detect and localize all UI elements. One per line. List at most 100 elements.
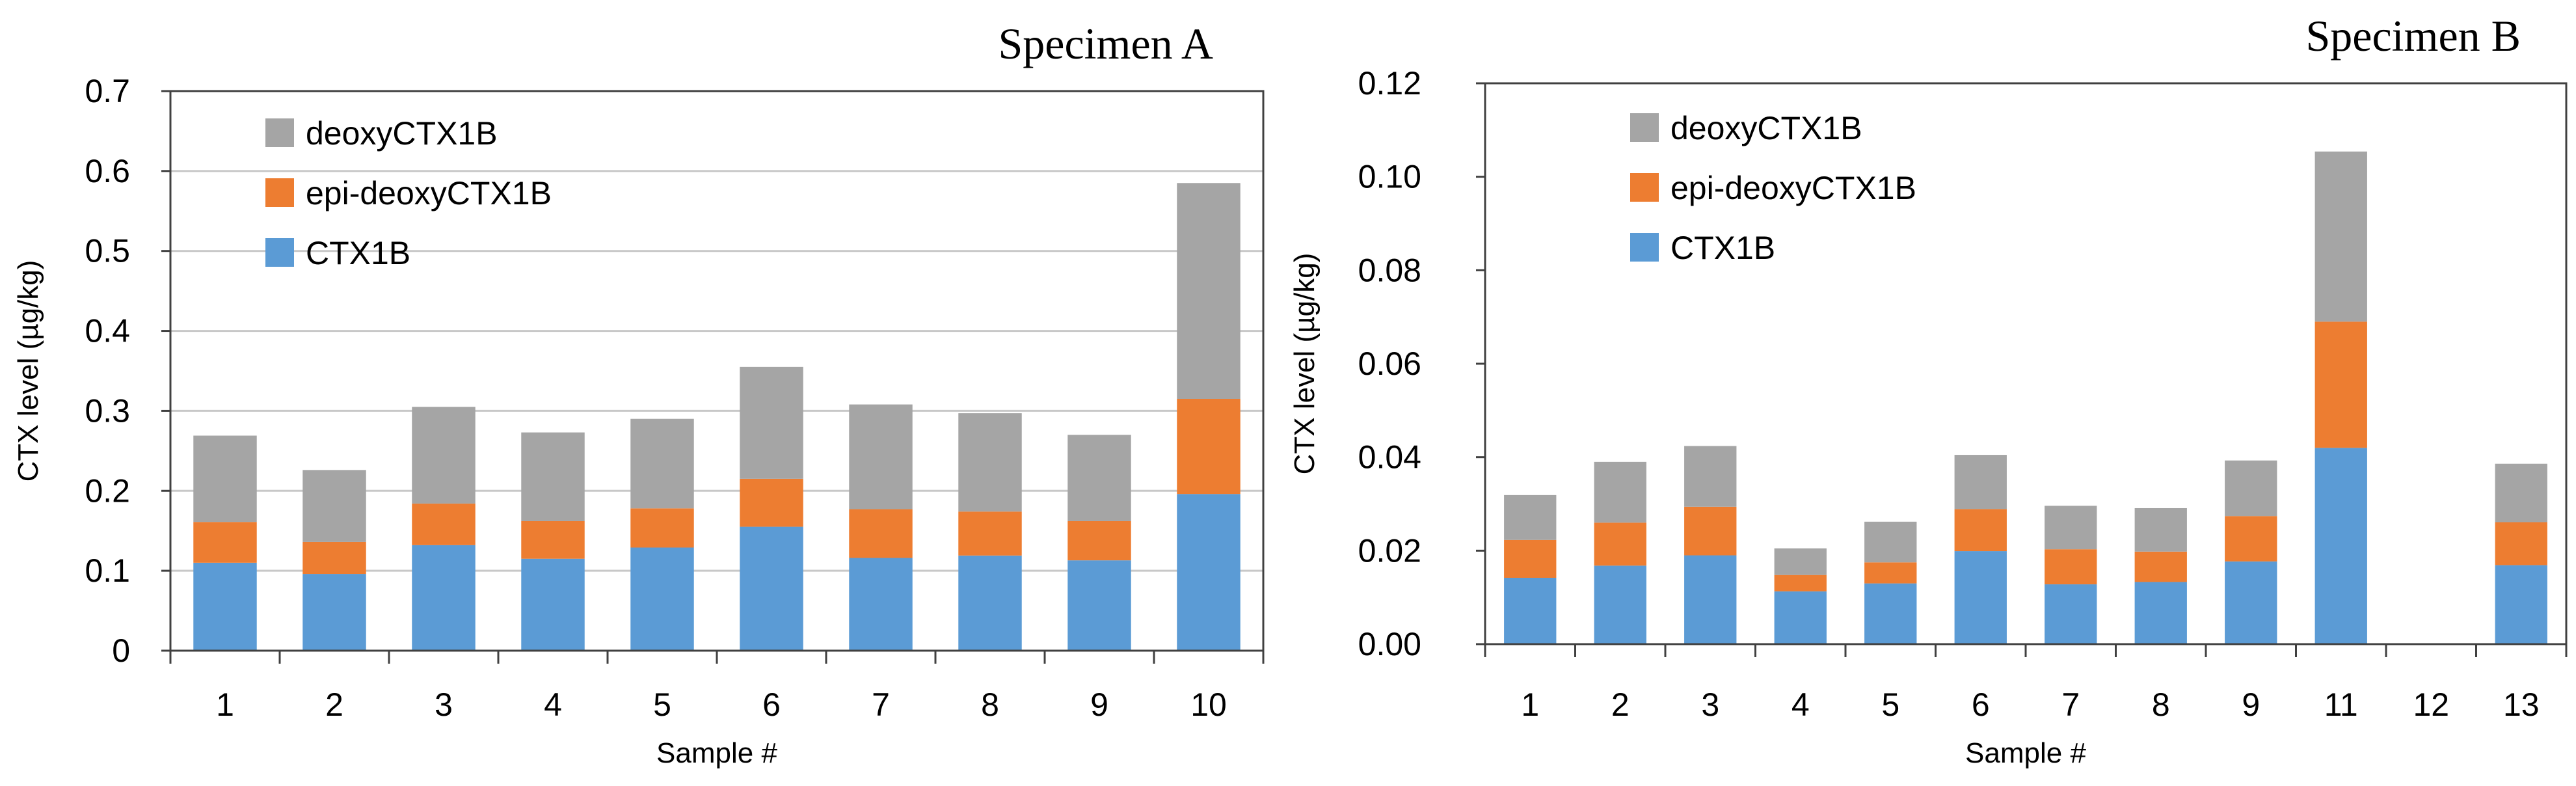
- bar-epi-deoxyctx1b-sample-4: [1774, 575, 1827, 591]
- bar-epi-deoxyctx1b-sample-5: [630, 508, 694, 548]
- legend-swatch: [265, 178, 294, 207]
- x-tick-label: 10: [1190, 686, 1227, 723]
- x-tick-label: 13: [2503, 686, 2540, 723]
- x-tick-label: 9: [2242, 686, 2260, 723]
- bar-ctx1b-sample-3: [412, 545, 476, 651]
- bar-deoxyctx1b-sample-7: [849, 404, 913, 509]
- bar-epi-deoxyctx1b-sample-1: [1504, 539, 1557, 578]
- bar-ctx1b-sample-8: [958, 555, 1022, 651]
- legend: deoxyCTX1B epi-deoxyCTX1B CTX1B: [1630, 110, 1916, 266]
- bar-ctx1b-sample-5: [1864, 583, 1917, 644]
- x-tick-label: 7: [2061, 686, 2080, 723]
- y-tick-label: 0.7: [85, 73, 130, 109]
- legend-label: deoxyCTX1B: [306, 115, 498, 152]
- bar-epi-deoxyctx1b-sample-1: [193, 522, 257, 563]
- x-tick-label: 1: [216, 686, 234, 723]
- chart-specimen-b: 0.000.020.040.060.080.100.121 2 3 4 5 6 7 8 9 11 1…: [1289, 11, 2568, 769]
- bar-ctx1b-sample-4: [1774, 591, 1827, 644]
- legend-label: epi-deoxyCTX1B: [306, 175, 552, 211]
- bar-deoxyctx1b-sample-9: [2225, 460, 2277, 517]
- bar-deoxyctx1b-sample-6: [1954, 455, 2007, 509]
- legend-label: CTX1B: [306, 235, 410, 271]
- bar-deoxyctx1b-sample-8: [958, 413, 1022, 512]
- bar-ctx1b-sample-1: [1504, 577, 1557, 644]
- x-tick-label: 12: [2413, 686, 2449, 723]
- bar-epi-deoxyctx1b-sample-6: [1954, 509, 2007, 552]
- bar-deoxyctx1b-sample-1: [1504, 495, 1557, 540]
- x-tick-label: 8: [981, 686, 999, 723]
- x-tick-label: 2: [1611, 686, 1630, 723]
- bar-deoxyctx1b-sample-4: [521, 432, 585, 521]
- x-tick-label: 3: [435, 686, 453, 723]
- y-axis-label: CTX level (µg/kg): [12, 260, 44, 482]
- legend-swatch: [1630, 173, 1659, 202]
- bar-epi-deoxyctx1b-sample-3: [412, 503, 476, 545]
- legend-swatch: [1630, 113, 1659, 142]
- y-tick-label: 0: [112, 632, 130, 669]
- bar-epi-deoxyctx1b-sample-11: [2314, 321, 2367, 448]
- bar-ctx1b-sample-9: [2225, 561, 2277, 644]
- legend-swatch: [1630, 233, 1659, 262]
- x-tick-label: 5: [653, 686, 671, 723]
- bar-ctx1b-sample-2: [302, 574, 366, 651]
- bar-deoxyctx1b-sample-5: [1864, 521, 1917, 563]
- y-tick-label: 0.10: [1358, 159, 1421, 195]
- bar-ctx1b-sample-11: [2314, 448, 2367, 644]
- x-tick-label: 2: [325, 686, 343, 723]
- y-tick-label: 0.06: [1358, 346, 1421, 382]
- x-tick-label: 3: [1701, 686, 1719, 723]
- bar-epi-deoxyctx1b-sample-9: [1067, 521, 1131, 561]
- bar-deoxyctx1b-sample-3: [1684, 446, 1737, 507]
- bar-ctx1b-sample-2: [1594, 565, 1646, 644]
- bar-deoxyctx1b-sample-10: [1177, 183, 1241, 399]
- bar-epi-deoxyctx1b-sample-13: [2495, 522, 2547, 565]
- x-tick-label: 4: [544, 686, 562, 723]
- bar-deoxyctx1b-sample-4: [1774, 548, 1827, 575]
- bar-epi-deoxyctx1b-sample-8: [2134, 551, 2187, 582]
- bar-deoxyctx1b-sample-11: [2314, 151, 2367, 322]
- bar-deoxyctx1b-sample-8: [2134, 508, 2187, 552]
- bar-ctx1b-sample-6: [1954, 551, 2007, 644]
- y-tick-label: 0.6: [85, 153, 130, 189]
- legend-swatch: [265, 118, 294, 147]
- bar-epi-deoxyctx1b-sample-2: [302, 541, 366, 575]
- bar-epi-deoxyctx1b-sample-2: [1594, 522, 1646, 566]
- bar-ctx1b-sample-10: [1177, 494, 1241, 651]
- bar-deoxyctx1b-sample-2: [1594, 461, 1646, 523]
- bar-deoxyctx1b-sample-13: [2495, 463, 2547, 522]
- plot-frame: [169, 90, 1265, 652]
- bar-deoxyctx1b-sample-6: [740, 366, 803, 479]
- x-tick-label: 4: [1791, 686, 1810, 723]
- bar-ctx1b-sample-7: [849, 558, 913, 651]
- y-tick-label: 0.4: [85, 313, 130, 349]
- x-tick-label: 5: [1881, 686, 1899, 723]
- x-axis-label: Sample #: [656, 737, 777, 769]
- x-tick-label: 9: [1090, 686, 1108, 723]
- chart-title: Specimen B: [2305, 11, 2521, 61]
- bar-deoxyctx1b-sample-2: [302, 470, 366, 542]
- bar-ctx1b-sample-3: [1684, 555, 1737, 644]
- x-tick-label: 6: [762, 686, 781, 723]
- legend: deoxyCTX1B epi-deoxyCTX1B CTX1B: [265, 115, 552, 271]
- y-tick-label: 0.00: [1358, 626, 1421, 662]
- x-tick-label: 11: [2324, 686, 2358, 723]
- bar-epi-deoxyctx1b-sample-6: [740, 478, 803, 527]
- bar-epi-deoxyctx1b-sample-8: [958, 511, 1022, 556]
- bar-ctx1b-sample-9: [1067, 560, 1131, 651]
- x-tick-label: 7: [872, 686, 890, 723]
- bar-deoxyctx1b-sample-9: [1067, 435, 1131, 521]
- bar-deoxyctx1b-sample-3: [412, 407, 476, 504]
- bar-epi-deoxyctx1b-sample-7: [849, 509, 913, 558]
- y-axis-label: CTX level (µg/kg): [1289, 253, 1321, 475]
- bar-epi-deoxyctx1b-sample-9: [2225, 516, 2277, 562]
- x-tick-label: 6: [1972, 686, 1990, 723]
- legend-swatch: [265, 238, 294, 267]
- bar-epi-deoxyctx1b-sample-5: [1864, 562, 1917, 584]
- legend-label: deoxyCTX1B: [1670, 110, 1862, 146]
- bar-epi-deoxyctx1b-sample-10: [1177, 399, 1241, 495]
- y-tick-label: 0.3: [85, 392, 130, 429]
- y-tick-label: 0.12: [1358, 65, 1421, 102]
- legend-label: epi-deoxyCTX1B: [1670, 170, 1916, 206]
- chart-title: Specimen A: [998, 19, 1213, 68]
